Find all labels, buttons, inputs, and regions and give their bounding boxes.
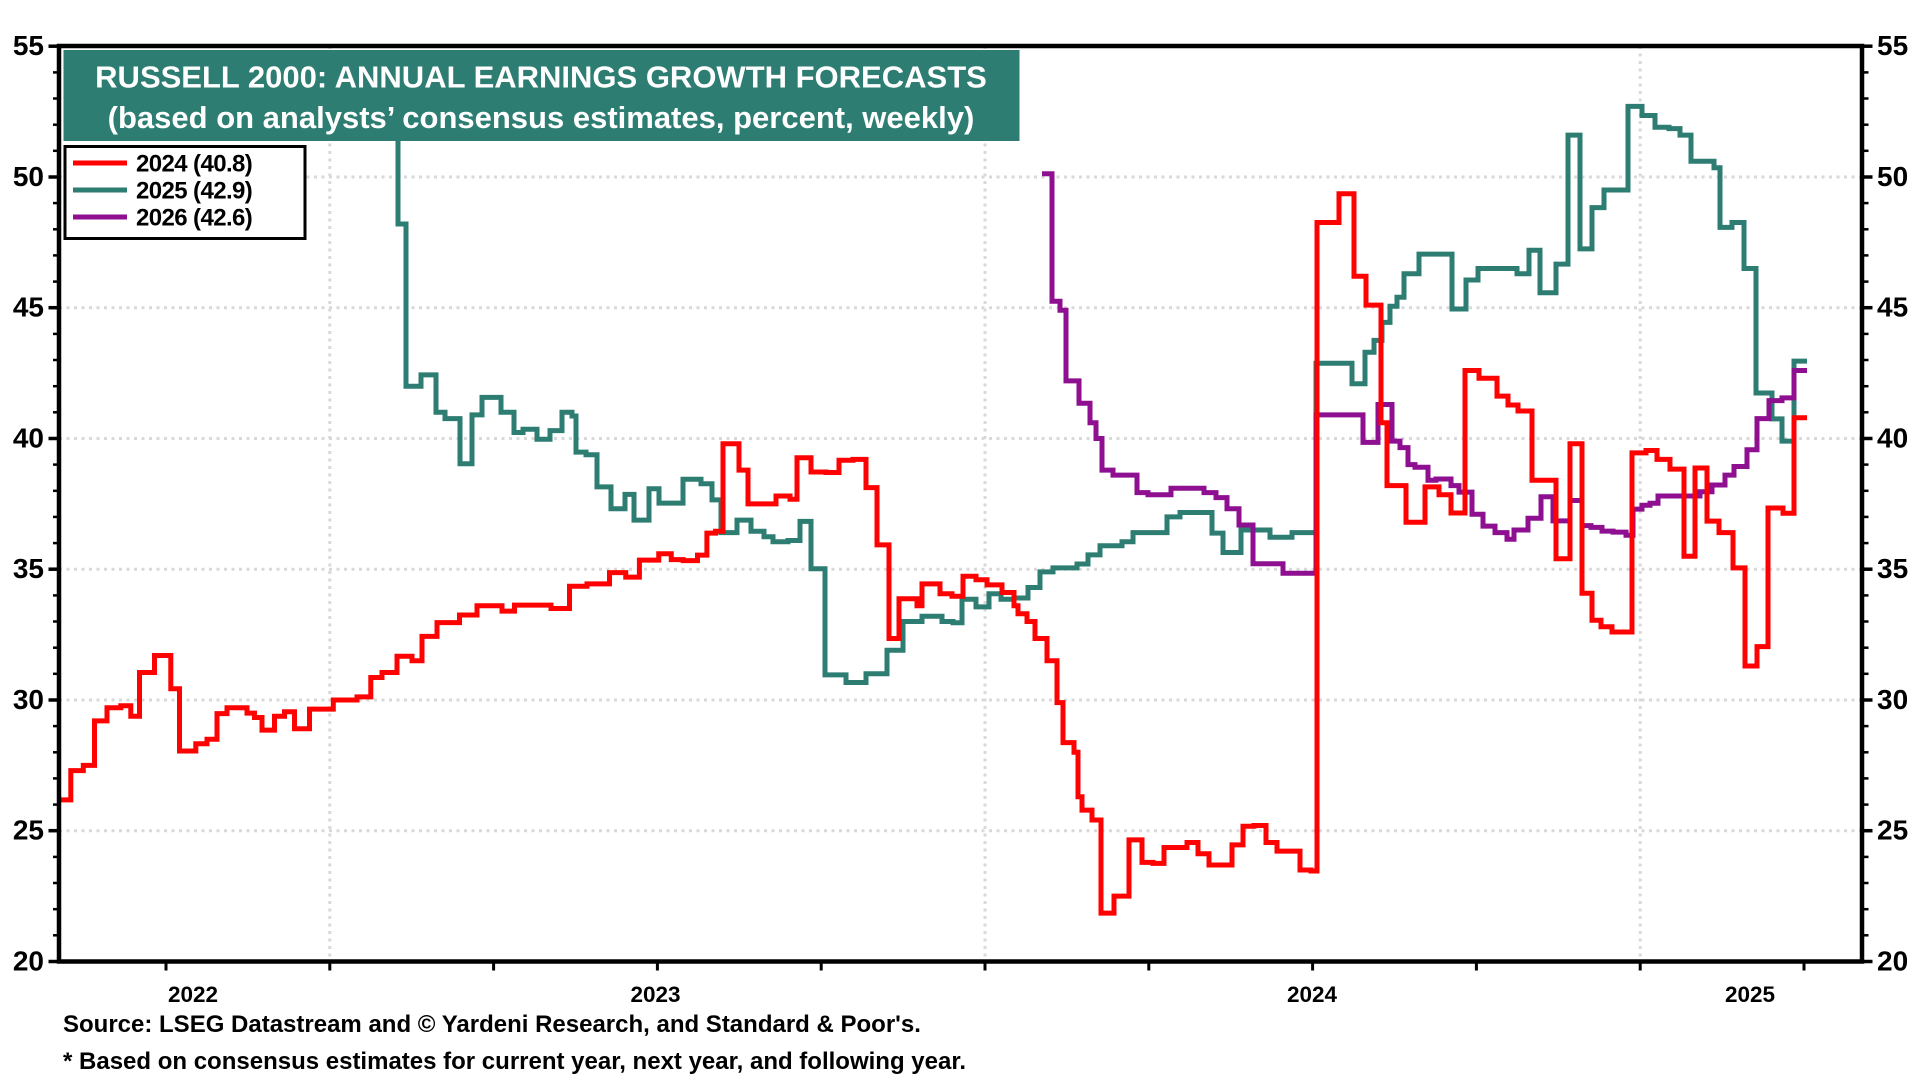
- svg-text:2023: 2023: [630, 982, 680, 1007]
- svg-text:25: 25: [1877, 815, 1908, 846]
- svg-text:30: 30: [13, 684, 44, 715]
- svg-text:2024: 2024: [1287, 982, 1338, 1007]
- svg-text:25: 25: [13, 815, 44, 846]
- svg-text:35: 35: [1877, 553, 1908, 584]
- svg-text:45: 45: [13, 292, 44, 323]
- svg-text:2024 (40.8): 2024 (40.8): [136, 151, 252, 178]
- svg-text:55: 55: [13, 30, 44, 61]
- svg-text:Source: LSEG Datastream and ©: Source: LSEG Datastream and © Yardeni Re…: [63, 1011, 921, 1038]
- svg-text:55: 55: [1877, 30, 1908, 61]
- svg-text:20: 20: [13, 946, 44, 977]
- svg-text:40: 40: [1877, 423, 1908, 454]
- svg-text:2022: 2022: [168, 982, 218, 1007]
- svg-text:(based on analysts’ consensus: (based on analysts’ consensus estimates,…: [108, 100, 975, 135]
- svg-text:50: 50: [1877, 161, 1908, 192]
- svg-text:2026 (42.6): 2026 (42.6): [136, 205, 252, 232]
- svg-text:50: 50: [13, 161, 44, 192]
- svg-text:* Based on consensus estimates: * Based on consensus estimates for curre…: [63, 1048, 966, 1075]
- svg-text:20: 20: [1877, 946, 1908, 977]
- svg-text:45: 45: [1877, 292, 1908, 323]
- svg-text:2025: 2025: [1725, 982, 1775, 1007]
- svg-text:30: 30: [1877, 684, 1908, 715]
- svg-text:35: 35: [13, 553, 44, 584]
- svg-text:RUSSELL 2000: ANNUAL EARNINGS: RUSSELL 2000: ANNUAL EARNINGS GROWTH FOR…: [95, 60, 987, 95]
- svg-text:40: 40: [13, 423, 44, 454]
- svg-text:2025 (42.9): 2025 (42.9): [136, 178, 252, 205]
